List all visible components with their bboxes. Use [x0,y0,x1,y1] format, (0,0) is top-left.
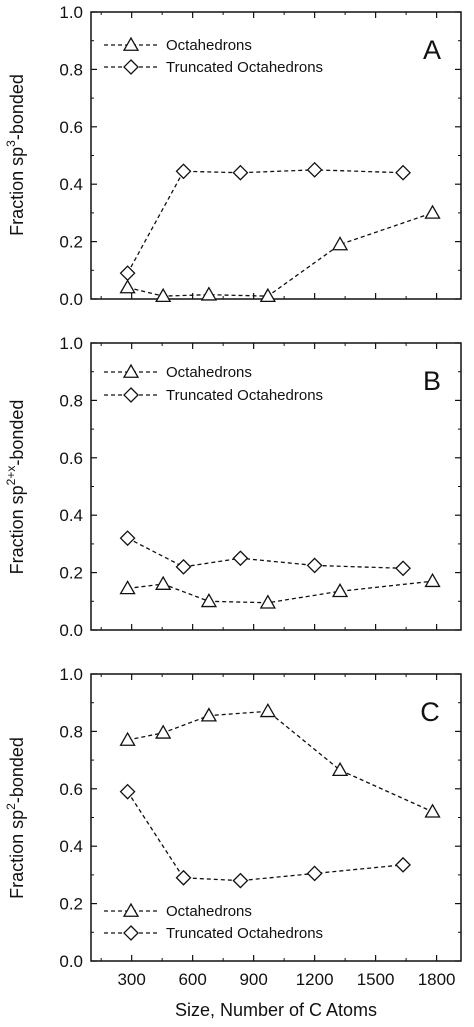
data-point-triangle [259,287,276,303]
y-axis-label: Fraction sp2-bonded [4,737,27,899]
series-line-diamond [127,791,404,882]
y-tick-label: 0.0 [59,952,83,971]
y-axis-label: Fraction sp2+x-bonded [4,400,27,575]
data-point-triangle [259,594,276,609]
y-tick-label: 0.0 [59,621,83,640]
panel-c: 0.0 0.2 0.4 0.6 0.8 1.0 300 600 900 1200 1500 1800 F… [4,665,462,989]
y-axis-label-main: Fraction sp [7,485,27,574]
legend-marker-triangle [122,36,140,51]
y-axis-label-main: Fraction sp [7,147,27,236]
legend-marker-diamond [123,925,139,941]
x-tick-label: 1800 [418,970,456,989]
data-point-triangle [259,702,276,718]
legend-marker-triangle [122,902,140,917]
legend-marker-diamond [123,59,139,75]
y-tick-label: 0.8 [59,722,83,741]
x-tick-label: 1200 [296,970,334,989]
x-axis-label: Size, Number of C Atoms [175,1000,377,1020]
y-tick-label: 0.6 [59,118,83,137]
y-tick-label: 0.2 [59,564,83,583]
panel-label: A [423,35,441,65]
legend-label: Truncated Octahedrons [166,59,323,76]
data-point-triangle [155,724,172,739]
y-tick-label: 0.6 [59,780,83,799]
plot-frame [90,673,462,962]
y-tick-label: 0.4 [59,506,83,525]
data-point-triangle [200,592,218,608]
y-tick-label: 0.4 [59,175,83,194]
data-point-triangle [331,761,349,777]
data-point-triangle [119,580,136,595]
y-axis-label-suffix: -bonded [7,737,27,803]
y-axis-label-suffix: -bonded [7,400,27,466]
data-point-triangle [424,204,441,219]
series-line-triangle [127,580,433,604]
data-point-diamond [232,872,249,889]
data-point-triangle [119,731,136,746]
series-line-triangle [127,212,433,297]
y-axis-label-suffix: -bonded [7,74,27,140]
legend-label: Truncated Octahedrons [166,925,323,942]
data-point-diamond [395,856,411,873]
data-point-diamond [395,560,411,577]
series-line-triangle [127,710,433,813]
y-axis-label-main: Fraction sp [7,810,27,899]
data-point-triangle [200,286,218,301]
panel-label: C [420,697,440,727]
legend-label: Octahedrons [166,37,252,54]
y-tick-label: 1.0 [59,3,83,22]
data-point-diamond [232,164,249,181]
data-point-triangle [424,572,441,588]
legend-label: Truncated Octahedrons [166,387,323,404]
data-point-diamond [306,865,323,882]
data-point-diamond [306,557,323,574]
data-point-diamond [232,550,249,567]
y-tick-label: 0.2 [59,233,83,252]
y-tick-label: 1.0 [59,334,83,353]
data-point-triangle [155,575,172,590]
plot-frame [90,11,462,300]
data-point-triangle [200,707,218,722]
x-tick-label: 300 [117,970,145,989]
series-line-diamond [127,537,404,569]
x-tick-label: 900 [239,970,267,989]
data-point-diamond [119,530,136,547]
data-point-triangle [331,582,349,598]
y-axis-label-superscript: 2 [4,803,18,810]
data-point-diamond [119,783,136,800]
data-point-diamond [175,558,192,575]
data-point-diamond [395,164,411,181]
legend-marker-triangle [122,363,140,378]
series-line-diamond [127,169,404,274]
data-point-triangle [424,803,441,818]
panel-b: 0.0 0.2 0.4 0.6 0.8 1.0 Fraction sp2+x-bonded B… [4,334,462,640]
y-tick-label: 0.8 [59,391,83,410]
y-tick-label: 0.2 [59,895,83,914]
y-tick-label: 0.8 [59,60,83,79]
data-point-triangle [119,279,136,294]
data-point-diamond [175,869,192,886]
legend-marker-diamond [123,387,139,403]
x-tick-label: 1500 [357,970,395,989]
y-tick-label: 0.6 [59,449,83,468]
y-axis-label-superscript: 3 [4,140,18,147]
y-tick-label: 1.0 [59,665,83,684]
data-point-diamond [175,163,192,180]
panel-a: 0.0 0.2 0.4 0.6 0.8 1.0 Fraction sp3-bonded A Oc… [4,3,462,309]
panel-label: B [423,366,441,396]
y-tick-label: 0.0 [59,290,83,309]
x-tick-label: 600 [178,970,206,989]
y-axis-label: Fraction sp3-bonded [4,74,27,236]
data-point-diamond [119,265,136,282]
data-point-triangle [331,236,349,251]
legend-label: Octahedrons [166,903,252,920]
data-point-diamond [306,161,323,178]
y-tick-label: 0.4 [59,837,83,856]
y-axis-label-superscript: 2+x [4,466,18,486]
legend-label: Octahedrons [166,364,252,381]
data-point-triangle [155,287,172,303]
